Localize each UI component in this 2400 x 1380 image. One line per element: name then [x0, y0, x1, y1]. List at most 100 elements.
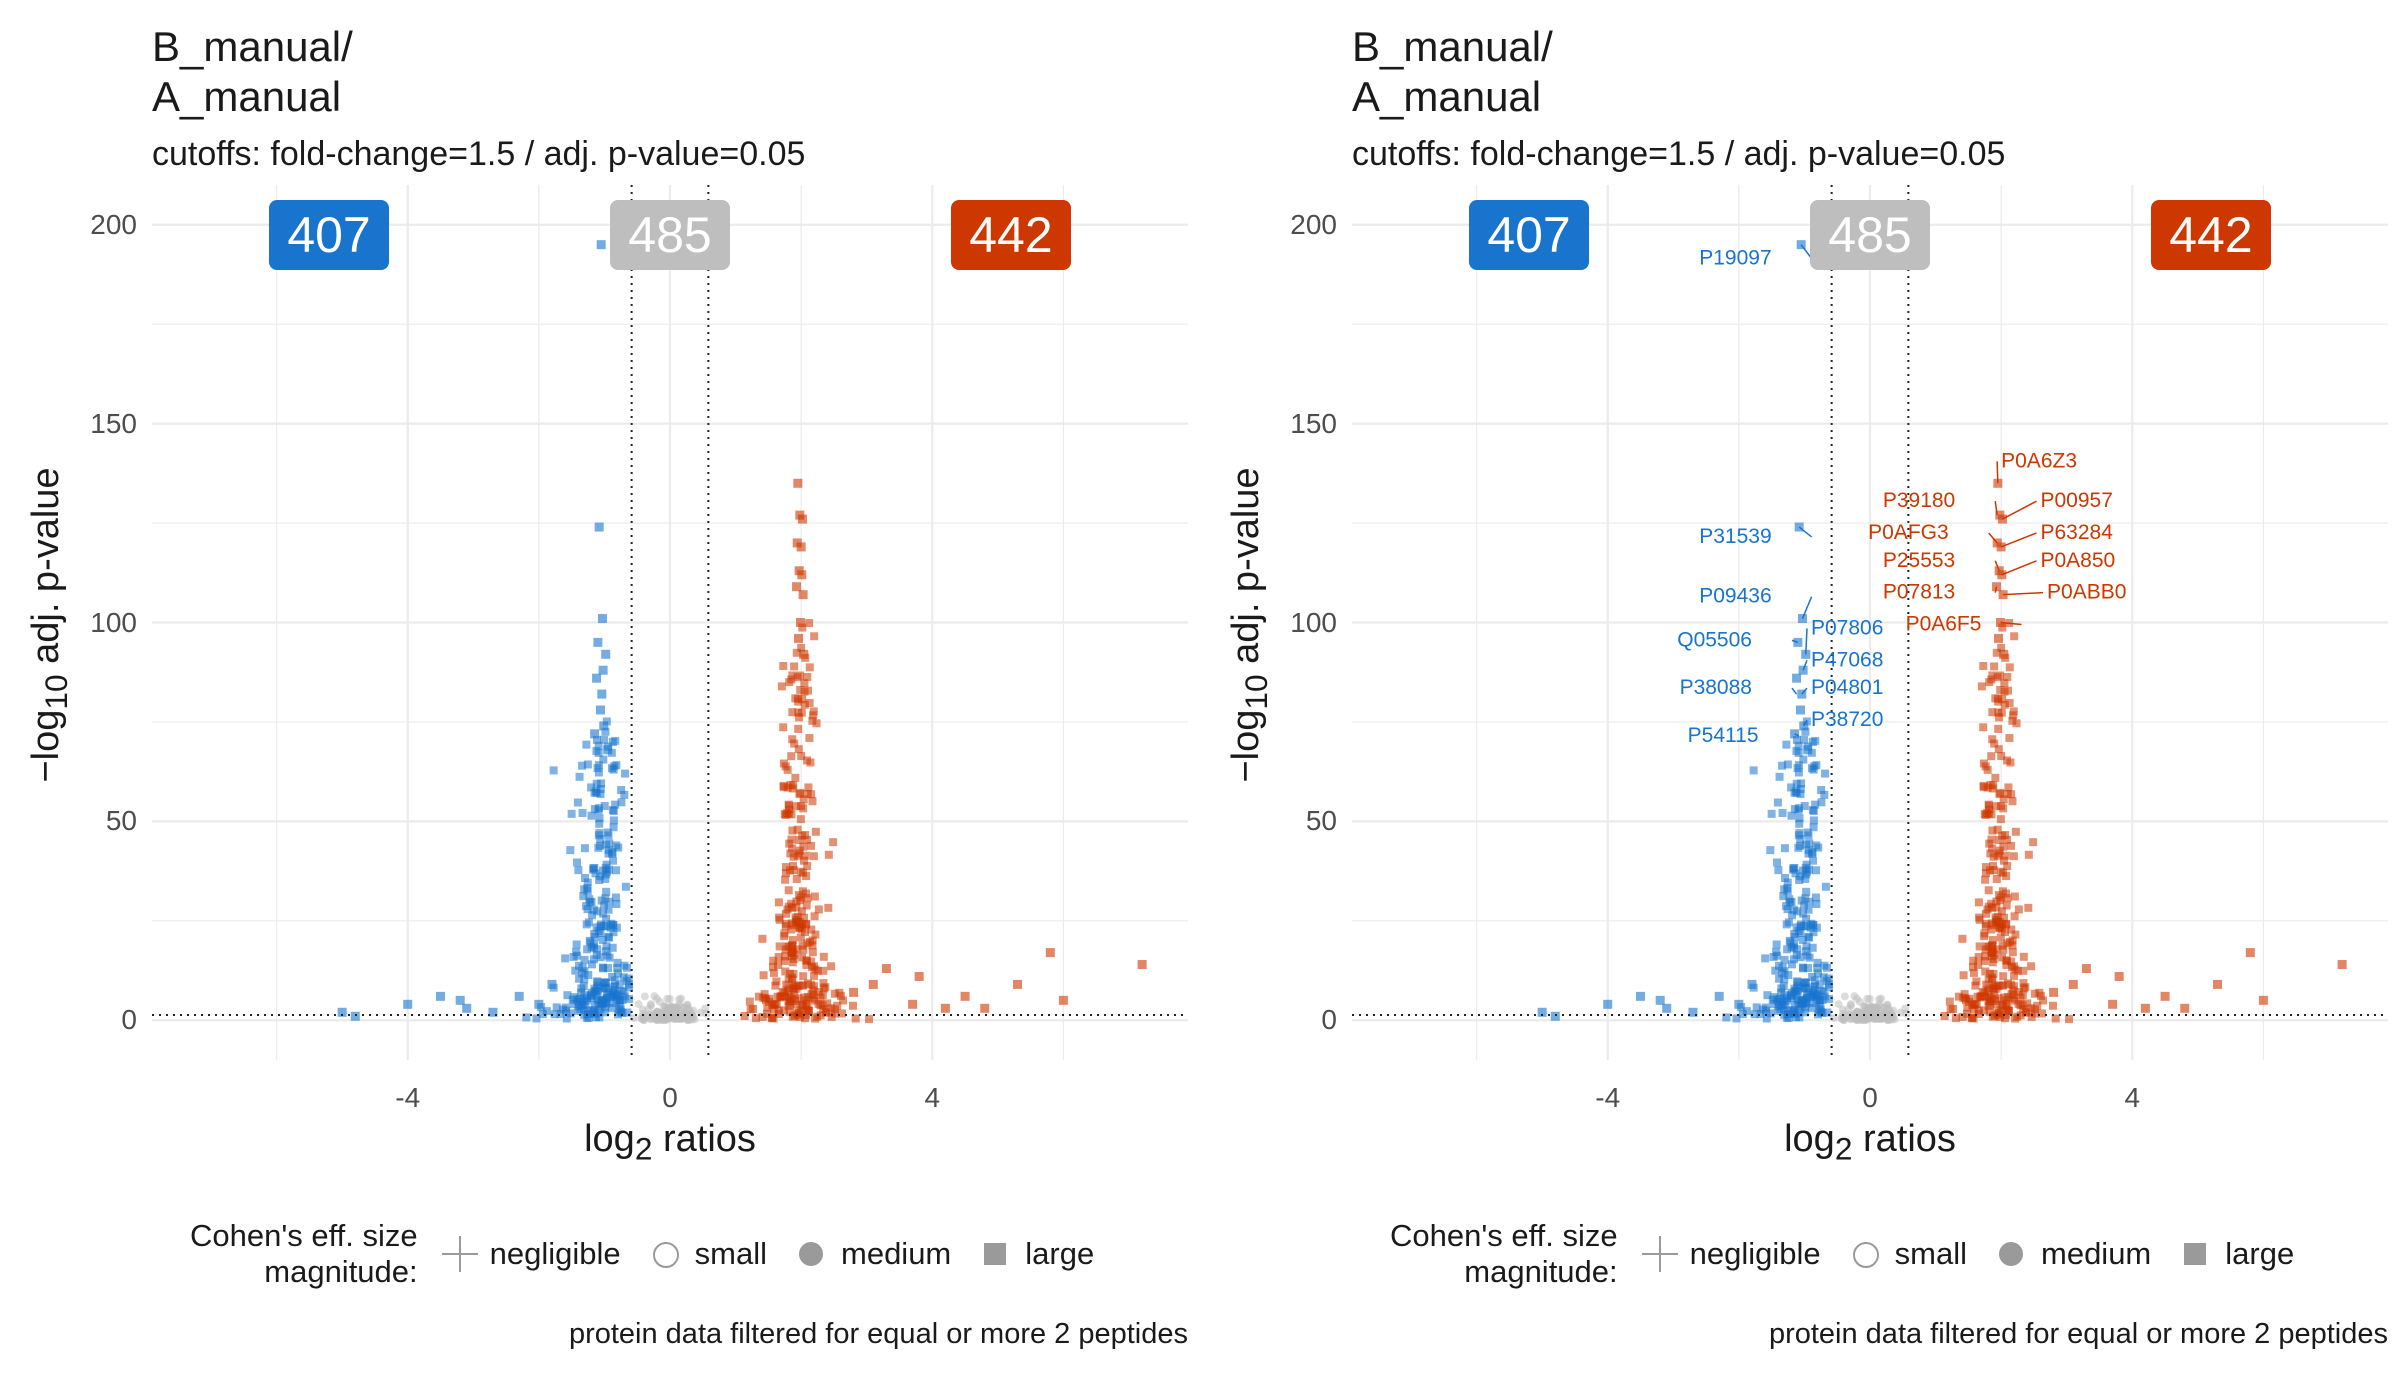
unchanged-point [658, 1012, 667, 1021]
protein-label: P38720 [1811, 708, 1883, 731]
up-point [1994, 745, 2003, 754]
up-point [780, 932, 789, 941]
up-point [1985, 1007, 1994, 1016]
up-point [819, 952, 828, 961]
up-point [775, 942, 784, 951]
up-point [1998, 941, 2007, 950]
label-leader-line [1791, 639, 1799, 644]
down-point [1809, 823, 1818, 832]
up-point [2065, 1015, 2074, 1024]
up-point [1979, 723, 1988, 732]
label-leader-line [1801, 687, 1808, 695]
up-point [778, 987, 787, 996]
up-point [2029, 838, 2038, 847]
point-layer [1537, 240, 2347, 1025]
down-point [592, 779, 601, 788]
up-point [805, 699, 814, 708]
up-point [1993, 825, 2002, 834]
up-point [2003, 672, 2012, 681]
up-point [760, 990, 769, 999]
protein-label: P54115 [1688, 724, 1759, 747]
down-point [1774, 866, 1783, 875]
up-point [1977, 682, 1986, 691]
down-point [1813, 958, 1822, 967]
down-point [584, 918, 593, 927]
up-point [1980, 932, 1989, 941]
up-point [1987, 899, 1996, 908]
label-leader-line [2000, 532, 2037, 548]
up-point [2020, 984, 2029, 993]
up-point [1968, 963, 1977, 972]
down-point [620, 961, 629, 970]
up-point [808, 797, 817, 806]
up-point [1980, 956, 1989, 965]
down-point [566, 846, 575, 855]
down-point [600, 801, 609, 810]
up-point [1995, 790, 2004, 799]
up-point [807, 925, 816, 934]
label-leader-line [1791, 687, 1798, 695]
up-point [1996, 896, 2005, 905]
down-point [594, 761, 603, 770]
up-point [1960, 990, 1969, 999]
up-point [2023, 999, 2032, 1008]
down-point [1787, 783, 1796, 792]
down-point [572, 940, 581, 949]
up-point [980, 1003, 990, 1013]
down-point [1805, 897, 1814, 906]
down-point [1775, 974, 1784, 983]
up-point [2049, 987, 2059, 997]
label-leader-line [1996, 461, 1999, 484]
down-point [581, 874, 590, 883]
down-point [567, 809, 576, 818]
down-point [599, 964, 608, 973]
up-point [784, 975, 793, 984]
up-point [802, 920, 811, 929]
protein-label: P47068 [1811, 648, 1883, 671]
down-point [601, 947, 610, 956]
up-point [799, 795, 808, 804]
plus-icon [441, 1236, 478, 1272]
down-point [1816, 995, 1825, 1004]
down-point [1795, 705, 1805, 715]
down-point [1801, 863, 1810, 872]
up-point [791, 773, 800, 782]
down-point [542, 1007, 551, 1016]
down-point [1817, 986, 1826, 995]
down-point [1793, 907, 1802, 916]
unchanged-point [653, 994, 662, 1003]
up-point [794, 745, 803, 754]
down-point [1804, 988, 1813, 997]
down-point [590, 864, 599, 873]
up-point [792, 945, 801, 954]
up-point [2000, 913, 2009, 922]
down-point [1796, 835, 1805, 844]
unchanged-point [1875, 995, 1884, 1004]
down-point [621, 882, 630, 891]
down-point [1824, 974, 1833, 983]
up-point [795, 790, 804, 799]
unchanged-point [638, 1005, 647, 1014]
up-point [2002, 956, 2011, 965]
up-point [793, 478, 803, 488]
up-point [1058, 995, 1068, 1005]
up-point [789, 861, 798, 870]
x-axis-label: log2 ratios [584, 1118, 756, 1167]
down-point [1787, 991, 1796, 1000]
down-point [575, 974, 584, 983]
up-point [1998, 981, 2007, 990]
up-point [2068, 979, 2078, 989]
down-point [1636, 991, 1646, 1001]
unchanged-point [1901, 1004, 1910, 1013]
x-axis-label: log2 ratios [1784, 1118, 1956, 1167]
up-point [814, 987, 823, 996]
down-point [598, 665, 608, 675]
up-point [2004, 686, 2013, 695]
up-point [774, 952, 783, 961]
down-point [617, 786, 626, 795]
up-point [797, 570, 807, 580]
up-point [779, 661, 788, 670]
up-point [816, 1011, 825, 1020]
down-point [1797, 779, 1806, 788]
up-point [1997, 643, 2006, 652]
